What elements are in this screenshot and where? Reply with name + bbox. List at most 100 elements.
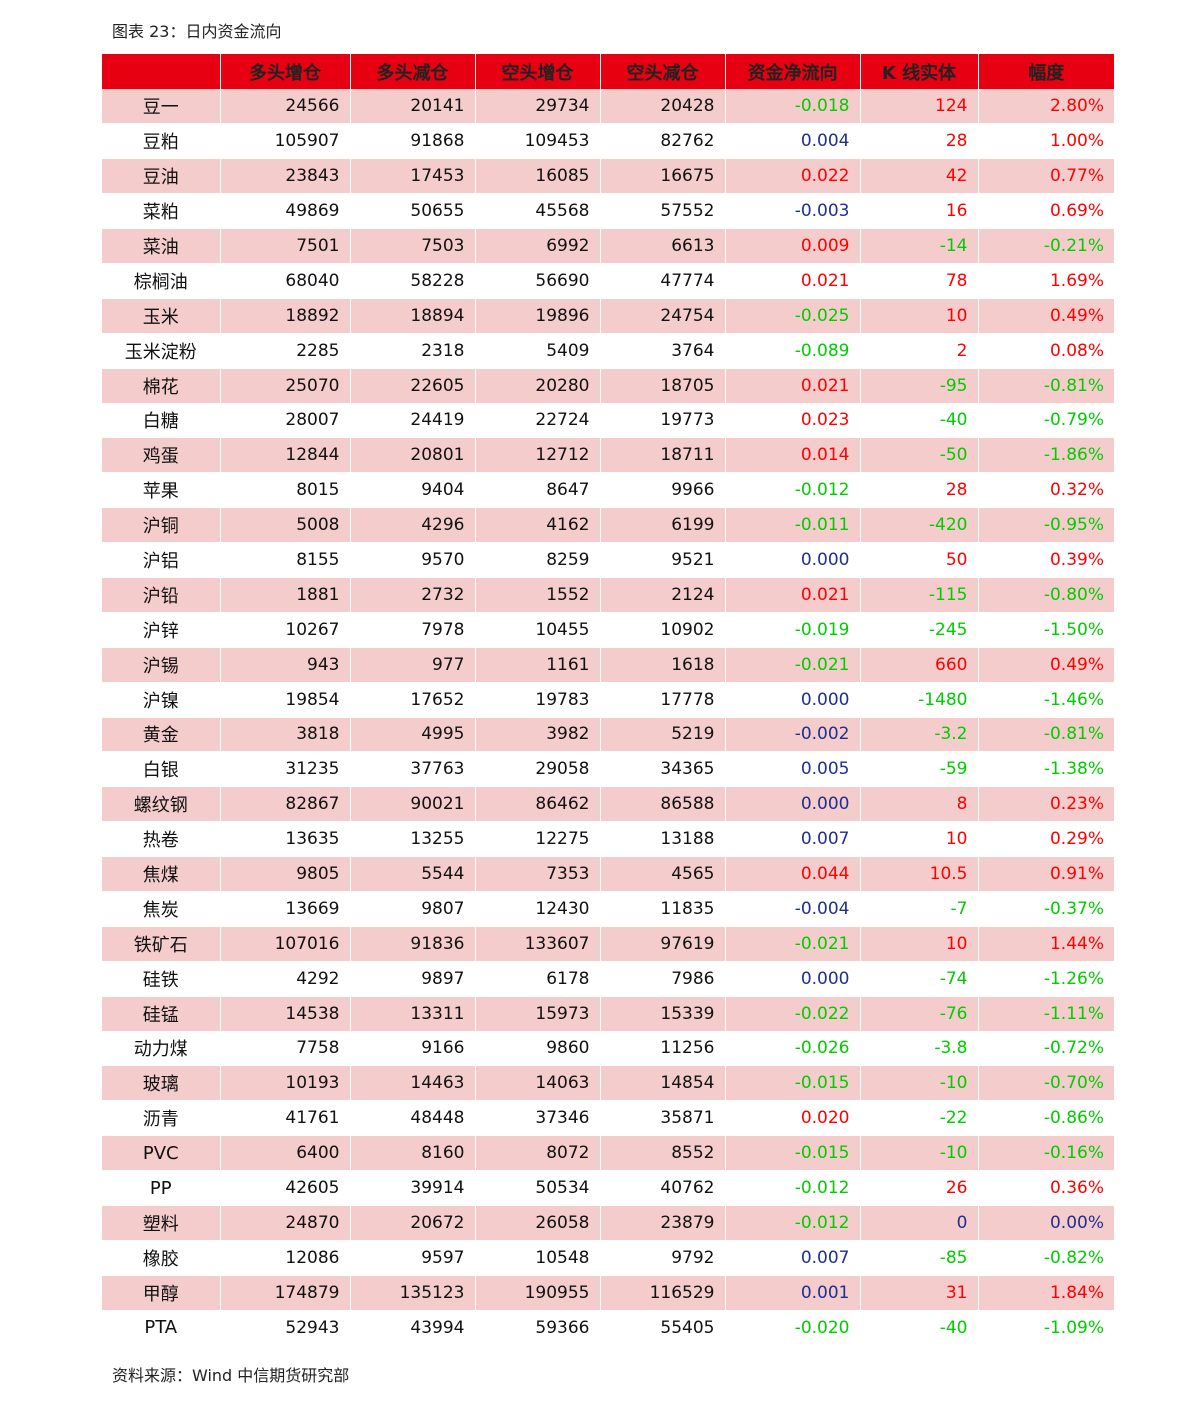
value-cell: 19783 <box>474 682 600 718</box>
value-cell: 9966 <box>599 472 725 509</box>
value-cell: 10455 <box>474 612 600 648</box>
value-cell: 8160 <box>349 1135 475 1172</box>
value-cell: -7 <box>859 891 978 927</box>
commodity-name: PP <box>102 1170 220 1206</box>
header-cell: 资金净流向 <box>724 54 860 89</box>
value-cell: 13188 <box>599 821 725 858</box>
value-cell: -0.81% <box>977 368 1114 404</box>
table-row: 塑料 24870 20672 26058 23879 -0.012 0 0.00% <box>102 1205 1114 1241</box>
value-cell: 50534 <box>474 1170 600 1206</box>
table-row: 豆粕 105907 91868 109453 82762 0.004 28 1.00% <box>102 123 1114 160</box>
value-cell: 26058 <box>474 1205 600 1241</box>
value-cell: -1.09% <box>977 1310 1114 1346</box>
value-cell: 9860 <box>474 1031 600 1067</box>
value-cell: 19854 <box>219 682 350 718</box>
value-cell: 56690 <box>474 263 600 299</box>
header-cell: 多头减仓 <box>349 54 475 89</box>
value-cell: 8 <box>859 786 978 823</box>
value-cell: 0.36% <box>977 1170 1114 1206</box>
table-row: 黄金 3818 4995 3982 5219 -0.002 -3.2 -0.81% <box>102 717 1114 753</box>
value-cell: 14538 <box>219 996 350 1032</box>
table-row: 沪锡 943 977 1161 1618 -0.021 660 0.49% <box>102 647 1114 683</box>
value-cell: -0.70% <box>977 1065 1114 1102</box>
value-cell: -1.46% <box>977 682 1114 718</box>
value-cell: 24870 <box>219 1205 350 1241</box>
value-cell: 42605 <box>219 1170 350 1206</box>
value-cell: 29734 <box>474 89 600 125</box>
value-cell: -0.022 <box>724 996 860 1032</box>
value-cell: 10 <box>859 926 978 962</box>
header-cell: 空头增仓 <box>474 54 600 89</box>
table-row: 沪锌 10267 7978 10455 10902 -0.019 -245 -1.50% <box>102 612 1114 648</box>
value-cell: 0.005 <box>724 751 860 788</box>
header-cell: 幅度 <box>977 54 1114 89</box>
value-cell: 18892 <box>219 298 350 334</box>
commodity-name: 硅锰 <box>102 996 220 1032</box>
value-cell: 4292 <box>219 961 350 997</box>
value-cell: 48448 <box>349 1100 475 1137</box>
commodity-name: 塑料 <box>102 1205 220 1241</box>
value-cell: 14463 <box>349 1065 475 1102</box>
value-cell: -0.37% <box>977 891 1114 927</box>
value-cell: 107016 <box>219 926 350 962</box>
value-cell: -0.004 <box>724 891 860 927</box>
value-cell: 9521 <box>599 542 725 578</box>
value-cell: 0.00% <box>977 1205 1114 1241</box>
value-cell: 18711 <box>599 437 725 474</box>
table-row: PP 42605 39914 50534 40762 -0.012 26 0.36% <box>102 1170 1114 1206</box>
value-cell: -22 <box>859 1100 978 1137</box>
table-row: 豆油 23843 17453 16085 16675 0.022 42 0.77% <box>102 158 1114 195</box>
value-cell: 10 <box>859 298 978 334</box>
value-cell: 90021 <box>349 786 475 823</box>
value-cell: 1161 <box>474 647 600 683</box>
value-cell: 7353 <box>474 856 600 892</box>
table-row: 铁矿石 107016 91836 133607 97619 -0.021 10 1.44% <box>102 926 1114 962</box>
commodity-name: 玉米 <box>102 298 220 334</box>
value-cell: 0.000 <box>724 786 860 823</box>
value-cell: 20801 <box>349 437 475 474</box>
value-cell: 0.08% <box>977 333 1114 369</box>
value-cell: 0.020 <box>724 1100 860 1137</box>
table-row: 白糖 28007 24419 22724 19773 0.023 -40 -0.79% <box>102 403 1114 439</box>
value-cell: 3764 <box>599 333 725 369</box>
value-cell: -0.021 <box>724 926 860 962</box>
value-cell: 2124 <box>599 577 725 613</box>
table-row: 菜油 7501 7503 6992 6613 0.009 -14 -0.21% <box>102 228 1114 264</box>
value-cell: 6613 <box>599 228 725 264</box>
value-cell: 9166 <box>349 1031 475 1067</box>
value-cell: 20672 <box>349 1205 475 1241</box>
title: 图表 23：日内资金流向 <box>112 22 282 41</box>
value-cell: 86462 <box>474 786 600 823</box>
value-cell: 13255 <box>349 821 475 858</box>
value-cell: 20141 <box>349 89 475 125</box>
value-cell: -245 <box>859 612 978 648</box>
value-cell: 0 <box>859 1205 978 1241</box>
value-cell: 2318 <box>349 333 475 369</box>
value-cell: 14063 <box>474 1065 600 1102</box>
table-row: 焦煤 9805 5544 7353 4565 0.044 10.5 0.91% <box>102 856 1114 892</box>
value-cell: 977 <box>349 647 475 683</box>
value-cell: 0.000 <box>724 542 860 578</box>
commodity-name: 白糖 <box>102 403 220 439</box>
value-cell: -1480 <box>859 682 978 718</box>
value-cell: 5219 <box>599 717 725 753</box>
commodity-name: 沪铝 <box>102 542 220 578</box>
value-cell: 7758 <box>219 1031 350 1067</box>
value-cell: -0.72% <box>977 1031 1114 1067</box>
value-cell: 11835 <box>599 891 725 927</box>
value-cell: 0.91% <box>977 856 1114 892</box>
table-row: 甲醇 174879 135123 190955 116529 0.001 31 1.84% <box>102 1275 1114 1311</box>
value-cell: 943 <box>219 647 350 683</box>
commodity-name: 白银 <box>102 751 220 788</box>
value-cell: 68040 <box>219 263 350 299</box>
value-cell: -3.2 <box>859 717 978 753</box>
value-cell: 8072 <box>474 1135 600 1172</box>
value-cell: 10 <box>859 821 978 858</box>
value-cell: -40 <box>859 403 978 439</box>
value-cell: -420 <box>859 507 978 544</box>
value-cell: -0.80% <box>977 577 1114 613</box>
value-cell: 0.49% <box>977 298 1114 334</box>
commodity-name: 沪铅 <box>102 577 220 613</box>
value-cell: 109453 <box>474 123 600 160</box>
